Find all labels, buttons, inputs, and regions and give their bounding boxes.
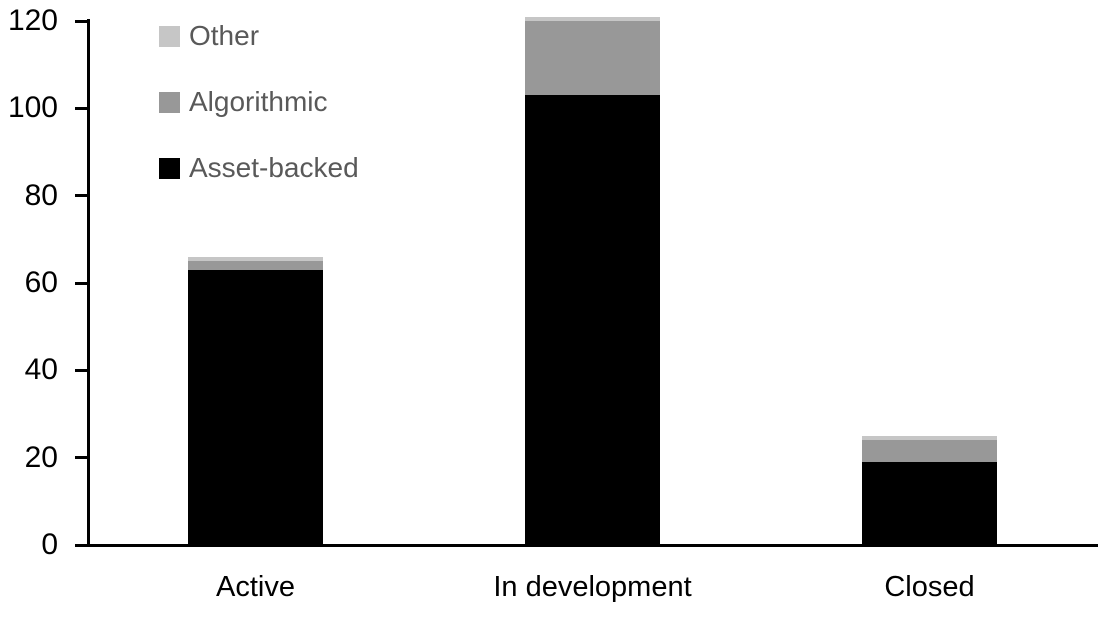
y-tick-label-80: 80 bbox=[24, 178, 58, 212]
y-tick-label-60: 60 bbox=[24, 266, 58, 299]
y-axis-line bbox=[87, 19, 90, 547]
y-tick-label-40: 40 bbox=[24, 353, 58, 387]
y-tick-label-20: 20 bbox=[24, 440, 58, 474]
y-tick-mark-40 bbox=[75, 368, 87, 372]
legend-label: Asset-backed bbox=[189, 152, 359, 183]
x-axis-line bbox=[87, 544, 1098, 547]
bar-segment-in-development-algorithmic bbox=[525, 21, 660, 96]
y-tick-label-100: 100 bbox=[7, 91, 58, 125]
x-category-label-active: Active bbox=[216, 571, 295, 603]
bar-segment-active-other bbox=[188, 256, 323, 262]
y-tick-mark-120 bbox=[75, 19, 87, 23]
y-tick-mark-60 bbox=[75, 281, 87, 285]
y-tick-mark-100 bbox=[75, 106, 87, 110]
bar-segment-closed-algorithmic bbox=[862, 440, 997, 463]
legend-item-asset-backed: Asset-backed bbox=[159, 152, 359, 183]
y-tick-mark-0 bbox=[75, 543, 87, 547]
bar-segment-in-development-asset-backed bbox=[525, 95, 660, 545]
y-tick-mark-80 bbox=[75, 194, 87, 198]
legend-swatch-icon bbox=[159, 25, 180, 47]
legend: Other Algorithmic Asset-backed bbox=[159, 20, 359, 220]
y-tick-label-120: 120 bbox=[7, 4, 58, 37]
legend-item-algorithmic: Algorithmic bbox=[159, 86, 359, 117]
legend-swatch-icon bbox=[159, 157, 180, 179]
bar-segment-closed-asset-backed bbox=[862, 462, 997, 545]
y-tick-mark-20 bbox=[75, 456, 87, 460]
y-tick-label-0: 0 bbox=[41, 528, 58, 561]
legend-swatch-icon bbox=[159, 91, 180, 113]
bar-segment-closed-other bbox=[862, 435, 997, 441]
x-category-label-closed: Closed bbox=[884, 571, 975, 603]
bar-segment-active-algorithmic bbox=[188, 261, 323, 270]
legend-label: Algorithmic bbox=[189, 86, 328, 117]
legend-item-other: Other bbox=[159, 20, 359, 51]
bar-segment-in-development-other bbox=[525, 16, 660, 21]
bar-segment-active-asset-backed bbox=[188, 269, 323, 545]
x-category-label-in-development: In development bbox=[493, 571, 692, 603]
legend-label: Other bbox=[189, 20, 260, 51]
